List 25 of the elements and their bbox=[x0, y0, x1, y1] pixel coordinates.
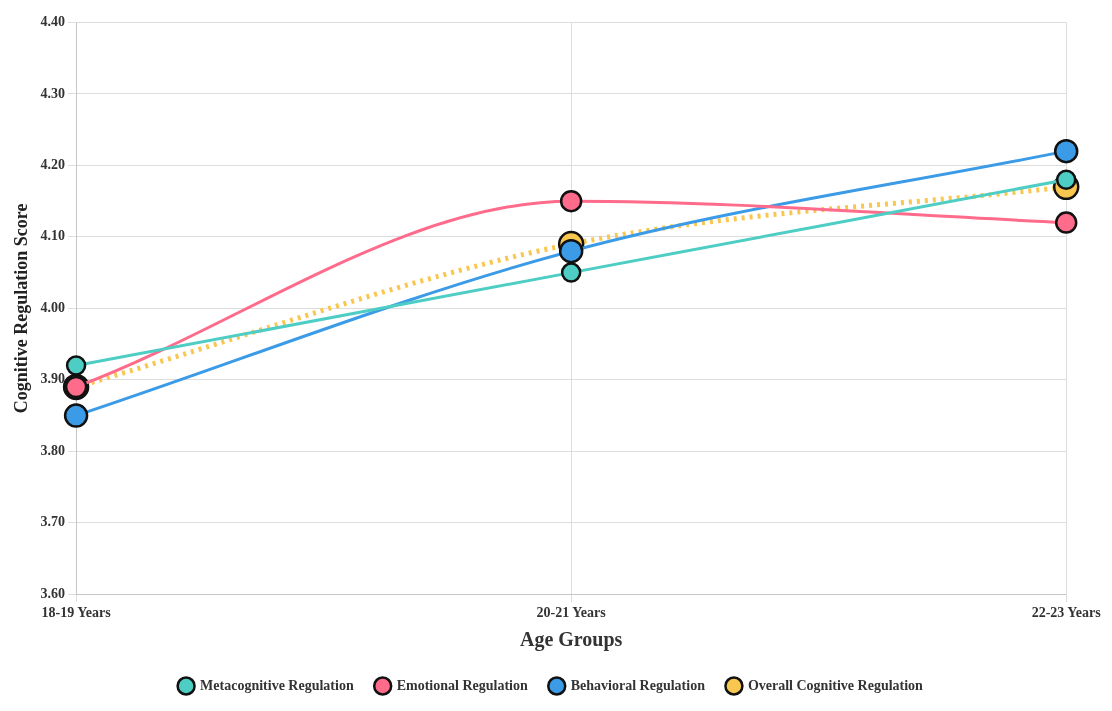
point bbox=[65, 355, 87, 376]
y-tick-label: 3.90 bbox=[40, 371, 66, 387]
x-tick-label: 18-19 Years bbox=[41, 605, 112, 621]
legend-label: Emotional Regulation bbox=[396, 677, 528, 693]
legend-label: Behavioral Regulation bbox=[570, 677, 706, 693]
y-tick-label: 4.20 bbox=[40, 157, 66, 173]
y-tick-label: 4.00 bbox=[40, 299, 66, 315]
point bbox=[559, 189, 583, 213]
y-axis-title: Cognitive Regulation Score bbox=[11, 203, 32, 414]
point bbox=[1054, 211, 1078, 234]
legend-label: Overall Cognitive Regulation bbox=[747, 677, 924, 693]
point bbox=[558, 238, 584, 264]
y-tick-label: 3.70 bbox=[40, 514, 66, 530]
x-tick-label: 20-21 Years bbox=[536, 605, 607, 621]
x-axis-title: Age Groups bbox=[519, 628, 623, 652]
point bbox=[560, 262, 582, 283]
y-tick-label: 4.30 bbox=[40, 85, 66, 101]
y-tick-label: 4.40 bbox=[40, 14, 66, 30]
y-tick-label: 3.60 bbox=[40, 585, 66, 601]
legend-label: Metacognitive Regulation bbox=[200, 677, 354, 693]
y-tick-label: 3.80 bbox=[40, 442, 66, 458]
point bbox=[1053, 138, 1079, 164]
x-tick-label: 22-23 Years bbox=[1031, 605, 1102, 621]
point bbox=[63, 403, 89, 428]
y-tick-label: 4.10 bbox=[40, 228, 66, 244]
